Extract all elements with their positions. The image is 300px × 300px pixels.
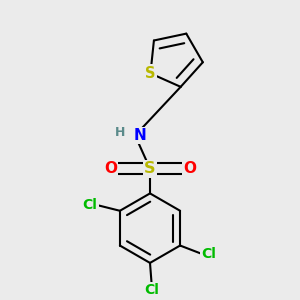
Text: O: O [183,161,196,176]
Text: S: S [145,66,156,81]
Text: H: H [115,126,125,139]
Text: O: O [104,161,117,176]
Text: S: S [144,161,156,176]
Text: Cl: Cl [83,198,98,212]
Text: Cl: Cl [202,247,216,261]
Text: N: N [134,128,146,143]
Text: Cl: Cl [144,284,159,297]
